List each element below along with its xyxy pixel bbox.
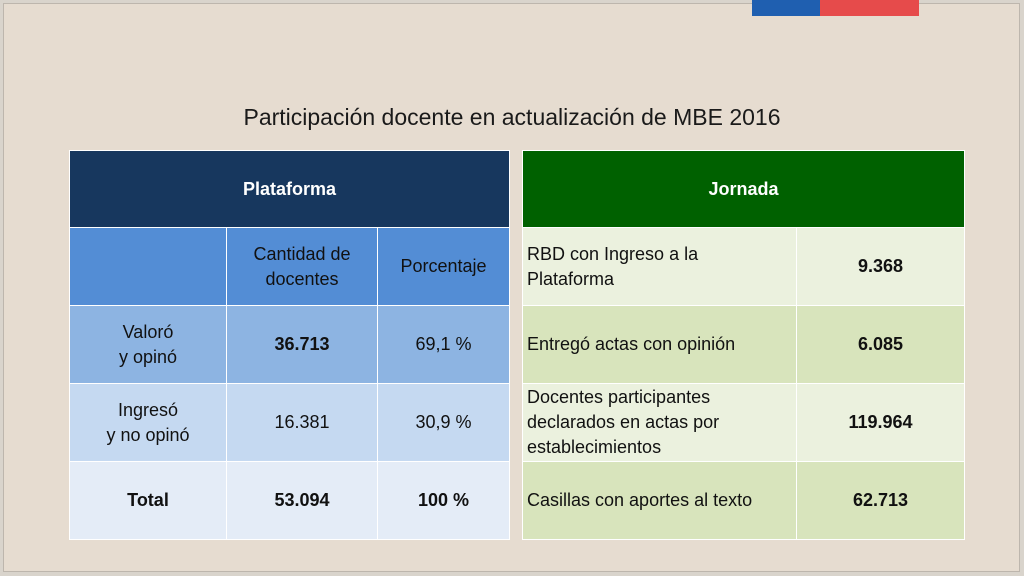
flag-blue-stripe	[752, 0, 820, 16]
col-header-porcentaje: Porcentaje	[376, 227, 511, 306]
row-label: RBD con Ingreso a la Plataforma	[522, 227, 797, 306]
value-cell: 62.713	[796, 461, 965, 540]
cantidad-cell: 36.713	[226, 305, 378, 384]
plataforma-empty-header-cell	[69, 227, 227, 306]
porcentaje-cell: 100 %	[376, 461, 511, 540]
porcentaje-cell: 69,1 %	[376, 305, 511, 384]
row-label: Total	[69, 461, 227, 540]
porcentaje-cell: 30,9 %	[376, 383, 511, 462]
col-header-cantidad: Cantidad de docentes	[226, 227, 378, 306]
jornada-table: Jornada RBD con Ingreso a la Plataforma …	[522, 150, 965, 540]
row-label: Entregó actas con opinión	[522, 305, 797, 384]
value-cell: 119.964	[796, 383, 965, 462]
row-label: Docentes participantes declarados en act…	[522, 383, 797, 462]
table-row: Docentes participantes declarados en act…	[522, 383, 965, 462]
slide-title: Participación docente en actualización d…	[243, 104, 781, 130]
row-label: Casillas con aportes al texto	[522, 461, 797, 540]
cantidad-cell: 53.094	[226, 461, 378, 540]
table-row: Casillas con aportes al texto 62.713	[522, 461, 965, 540]
table-row: Entregó actas con opinión 6.085	[522, 305, 965, 384]
table-row: Valoró y opinó 36.713 69,1 %	[69, 305, 511, 384]
jornada-header: Jornada	[522, 150, 965, 228]
row-label: Ingresó y no opinó	[69, 383, 227, 462]
table-row: RBD con Ingreso a la Plataforma 9.368	[522, 227, 965, 306]
plataforma-table: Plataforma Cantidad de docentes Porcenta…	[68, 150, 511, 540]
table-row: Ingresó y no opinó 16.381 30,9 %	[69, 383, 511, 462]
row-label: Valoró y opinó	[69, 305, 227, 384]
cantidad-cell: 16.381	[226, 383, 378, 462]
table-row-total: Total 53.094 100 %	[69, 461, 511, 540]
value-cell: 9.368	[796, 227, 965, 306]
flag-red-stripe	[820, 0, 919, 16]
value-cell: 6.085	[796, 305, 965, 384]
plataforma-header: Plataforma	[68, 150, 511, 228]
